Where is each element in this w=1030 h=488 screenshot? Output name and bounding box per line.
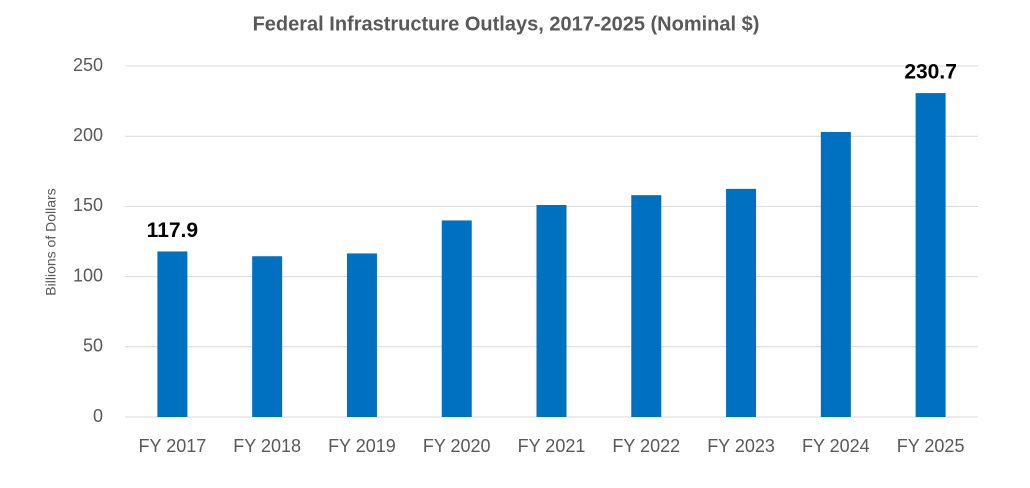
bar [441,220,472,417]
x-tick-label: FY 2019 [328,436,396,456]
bar [820,131,851,417]
x-tick-label: FY 2022 [612,436,680,456]
x-tick-label: FY 2023 [707,436,775,456]
bar [726,188,757,417]
x-tick-label: FY 2025 [897,436,965,456]
y-axis-label: Billions of Dollars [43,188,59,295]
bar [157,251,188,417]
y-tick-label: 100 [73,265,103,285]
y-tick-label: 250 [73,55,103,75]
x-tick-label: FY 2017 [139,436,207,456]
y-tick-label: 50 [83,336,103,356]
value-label: 117.9 [147,219,198,242]
bar [346,253,377,417]
chart-title: Federal Infrastructure Outlays, 2017-202… [253,13,760,35]
value-label: 230.7 [904,61,957,84]
bar [915,93,946,417]
y-tick-label: 0 [93,406,103,426]
x-tick-label: FY 2021 [518,436,586,456]
x-tick-label: FY 2018 [233,436,301,456]
bar [631,195,662,417]
bar [536,204,567,417]
bar [252,256,283,417]
x-tick-label: FY 2020 [423,436,491,456]
y-tick-label: 200 [73,125,103,145]
x-tick-label: FY 2024 [802,436,870,456]
y-tick-label: 150 [73,195,103,215]
